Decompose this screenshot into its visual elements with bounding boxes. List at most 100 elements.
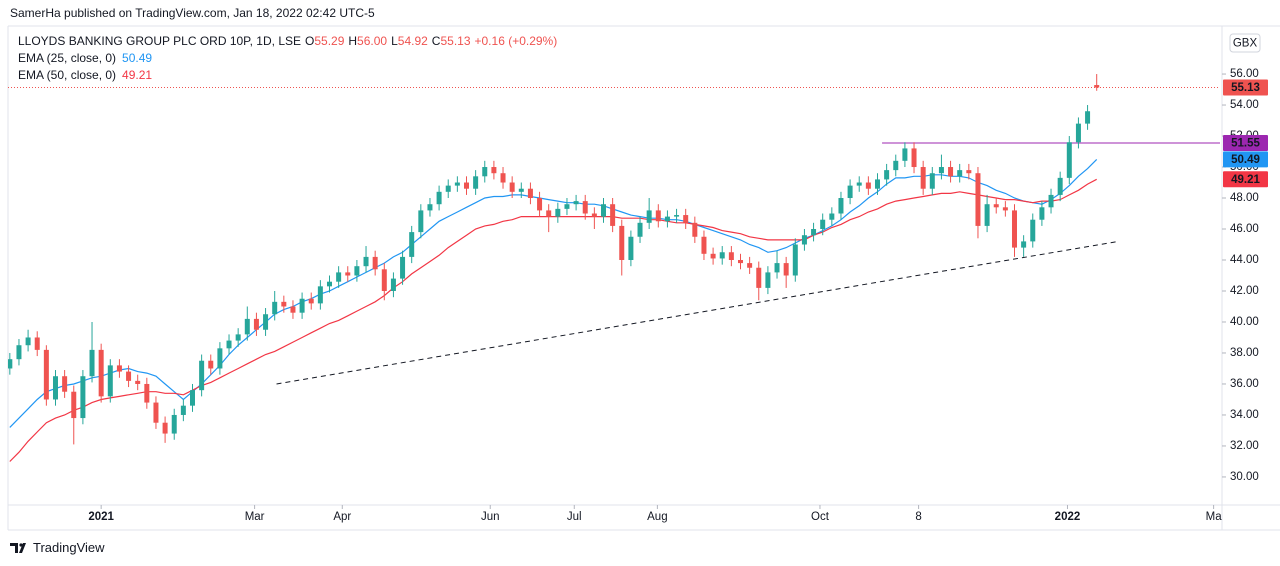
candle-body (646, 210, 652, 223)
candle-body (281, 301, 287, 307)
candle-body (692, 222, 698, 237)
candle-body (792, 244, 798, 276)
ema-line (9, 158, 1098, 428)
ohlc-key: L (391, 34, 398, 48)
x-tick-label: Aug (647, 511, 667, 523)
indicator-legend: EMA (50, close, 0) 49.21 (18, 68, 152, 82)
candle-body (400, 256, 406, 279)
candle-body (820, 219, 826, 230)
candle-body (591, 213, 597, 217)
candle-body (317, 286, 323, 304)
indicator-name: EMA (50, close, 0) (18, 68, 116, 82)
candle-body (1066, 142, 1072, 178)
candle-body (1002, 207, 1008, 211)
candle-body (600, 204, 606, 217)
candle-body (217, 348, 223, 369)
candle-body (756, 267, 762, 288)
candle-body (719, 252, 725, 259)
candle-body (728, 252, 734, 260)
candle-body (418, 210, 424, 233)
candle-body (463, 182, 469, 189)
last-price-tag-bg (1223, 79, 1268, 96)
brand-name: TradingView (33, 540, 105, 555)
candle-body (1039, 207, 1045, 220)
plot-area (8, 74, 1220, 462)
candle-body (893, 160, 899, 171)
candle-body (902, 148, 908, 161)
candle-body (427, 204, 433, 211)
ema-tag: 50.49 (1231, 154, 1260, 166)
candle-body (180, 405, 186, 415)
candle-body (226, 340, 232, 349)
candle-body (518, 188, 524, 192)
candle-body (299, 298, 305, 313)
candle-body (655, 210, 661, 222)
candle-body (701, 236, 707, 254)
indicator-value: 50.49 (122, 51, 152, 65)
candle-body (829, 213, 835, 220)
candle-body (107, 365, 113, 397)
y-tick-label: 40.00 (1230, 316, 1259, 328)
candle-body (509, 182, 515, 192)
candle-body (445, 185, 451, 192)
candle-body (354, 266, 360, 276)
candle-body (345, 272, 351, 276)
symbol-title: LLOYDS BANKING GROUP PLC ORD 10P, 1D, LS… (18, 34, 301, 48)
candle-body (1048, 194, 1054, 208)
candle-body (171, 414, 177, 434)
candle-body (25, 337, 31, 346)
candle-body (52, 376, 58, 400)
candle-body (664, 216, 670, 222)
candle-body (436, 191, 442, 205)
candle-body (920, 167, 926, 189)
ema-tag-bg (1223, 171, 1268, 188)
candle-body (34, 337, 40, 350)
y-tick-label: 30.00 (1230, 471, 1259, 483)
x-tick-label: Oct (811, 511, 830, 523)
candle-body (911, 148, 917, 168)
candle-body (491, 167, 497, 174)
ohlc-key: O (305, 34, 314, 48)
candle-body (884, 170, 890, 180)
ohlc-value: 55.29 (314, 34, 344, 48)
ohlc-value: 55.13 (440, 34, 470, 48)
y-tick-label: 44.00 (1230, 254, 1259, 266)
x-tick-label: 2022 (1055, 511, 1081, 523)
candle-body (975, 173, 981, 226)
ema-tag-bg (1223, 151, 1268, 168)
candle-body (747, 263, 753, 268)
candle-body (381, 269, 387, 291)
candle-body (582, 201, 588, 214)
indicator-value: 49.21 (122, 68, 152, 82)
candle-body (290, 306, 296, 313)
y-tick-label: 46.00 (1230, 223, 1259, 235)
candle-body (1057, 177, 1063, 195)
candle-body (610, 204, 616, 226)
candle-body (628, 236, 634, 260)
candle-body (683, 215, 689, 223)
candle-body (573, 201, 579, 205)
candle-body (80, 376, 86, 419)
candle-body (801, 235, 807, 245)
ohlc-key: C (432, 34, 441, 48)
candle-body (948, 167, 954, 177)
candle-body (1094, 85, 1100, 88)
y-tick-label: 56.00 (1230, 68, 1259, 80)
candle-body (308, 298, 314, 304)
candle-body (847, 185, 853, 199)
ohlc-value: 56.00 (357, 34, 387, 48)
ohlc-value: 54.92 (398, 34, 428, 48)
candle-body (235, 334, 241, 341)
y-tick-label: 42.00 (1230, 285, 1259, 297)
x-tick-label: Mar (245, 511, 265, 523)
candle-body (144, 383, 150, 403)
resistance-tag: 51.55 (1231, 138, 1260, 150)
x-tick-label: 8 (915, 511, 921, 523)
ohlc-key: H (348, 34, 357, 48)
currency-badge[interactable] (1229, 33, 1261, 53)
y-tick-label: 36.00 (1230, 378, 1259, 390)
candle-body (546, 210, 552, 217)
candle-body (637, 222, 643, 237)
candle-body (774, 263, 780, 273)
candle-body (62, 376, 68, 392)
